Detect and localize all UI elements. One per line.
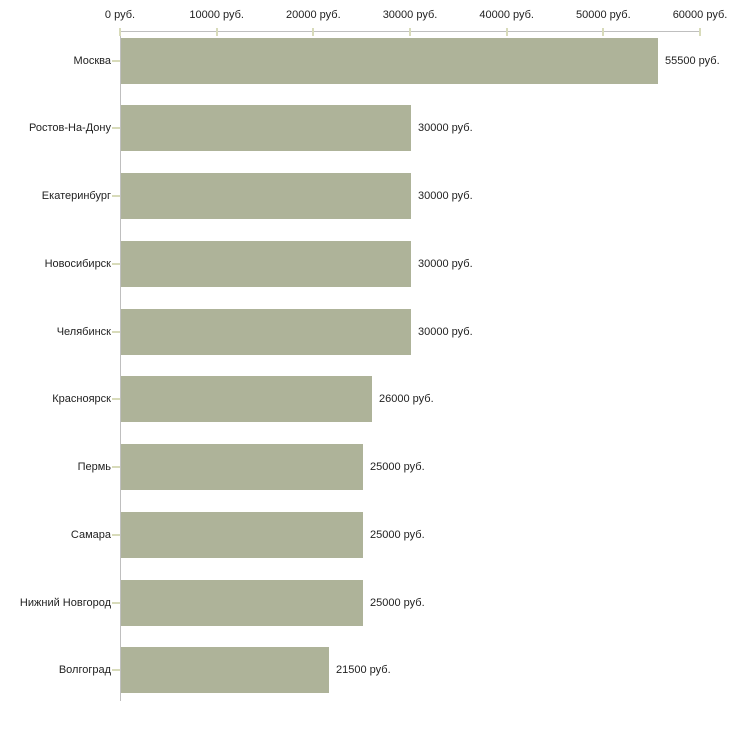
bar (121, 579, 363, 626)
bar (121, 173, 411, 219)
bar-value-label: 25000 руб. (370, 461, 425, 473)
x-axis-tick (505, 28, 508, 36)
x-axis-tick (312, 28, 315, 36)
y-axis-tick (112, 466, 120, 468)
x-axis-tick-label: 50000 руб. (576, 9, 631, 21)
category-label: Екатеринбург (41, 190, 111, 202)
x-axis-tick (409, 28, 411, 36)
y-axis-tick (112, 59, 120, 62)
x-axis-tick-label: 20000 руб. (286, 9, 341, 21)
bar-value-label: 21500 руб. (336, 664, 391, 677)
y-axis-tick (112, 669, 120, 672)
y-axis-line (120, 31, 121, 701)
bar-value-label: 30000 руб. (418, 325, 473, 338)
x-axis-tick-label: 0 руб. (104, 9, 136, 21)
bar-value-label: 30000 руб. (418, 122, 473, 135)
category-label: Нижний Новгород (19, 596, 111, 609)
category-label: Красноярск (52, 393, 111, 406)
y-axis-tick (112, 533, 120, 536)
x-axis-tick (602, 28, 605, 36)
y-axis-tick (112, 330, 120, 333)
bar-value-label: 25000 руб. (370, 596, 425, 609)
bar-value-label: 26000 руб. (379, 393, 434, 406)
bar (121, 37, 658, 84)
x-axis-tick (119, 28, 121, 36)
x-axis-tick (215, 28, 218, 36)
y-axis-tick (112, 262, 120, 265)
bar (121, 376, 372, 423)
bar (121, 105, 411, 152)
bar-value-label: 30000 руб. (418, 257, 473, 270)
x-axis-tick-label: 10000 руб. (189, 9, 244, 21)
category-label: Пермь (77, 461, 111, 473)
x-axis-tick-label: 30000 руб. (382, 9, 438, 21)
y-axis-tick (112, 127, 120, 130)
bar (121, 308, 411, 355)
x-axis-tick-label: 40000 руб. (479, 9, 534, 21)
bar-value-label: 55500 руб. (665, 54, 720, 67)
bar (121, 240, 411, 287)
category-label: Новосибирск (44, 257, 111, 270)
x-axis-tick (699, 28, 701, 36)
y-axis-tick (112, 398, 120, 401)
category-label: Ростов-На-Дону (28, 122, 111, 135)
bar-value-label: 30000 руб. (418, 190, 473, 202)
category-label: Самара (70, 528, 111, 541)
bar (121, 647, 329, 694)
category-label: Челябинск (56, 325, 111, 338)
category-label: Москва (73, 54, 111, 67)
x-axis-tick-label: 60000 руб. (672, 9, 728, 21)
bar (121, 444, 363, 490)
bar-value-label: 25000 руб. (370, 528, 425, 541)
y-axis-tick (112, 601, 120, 604)
bar (121, 511, 363, 558)
y-axis-tick (112, 195, 120, 197)
category-label: Волгоград (58, 664, 111, 677)
